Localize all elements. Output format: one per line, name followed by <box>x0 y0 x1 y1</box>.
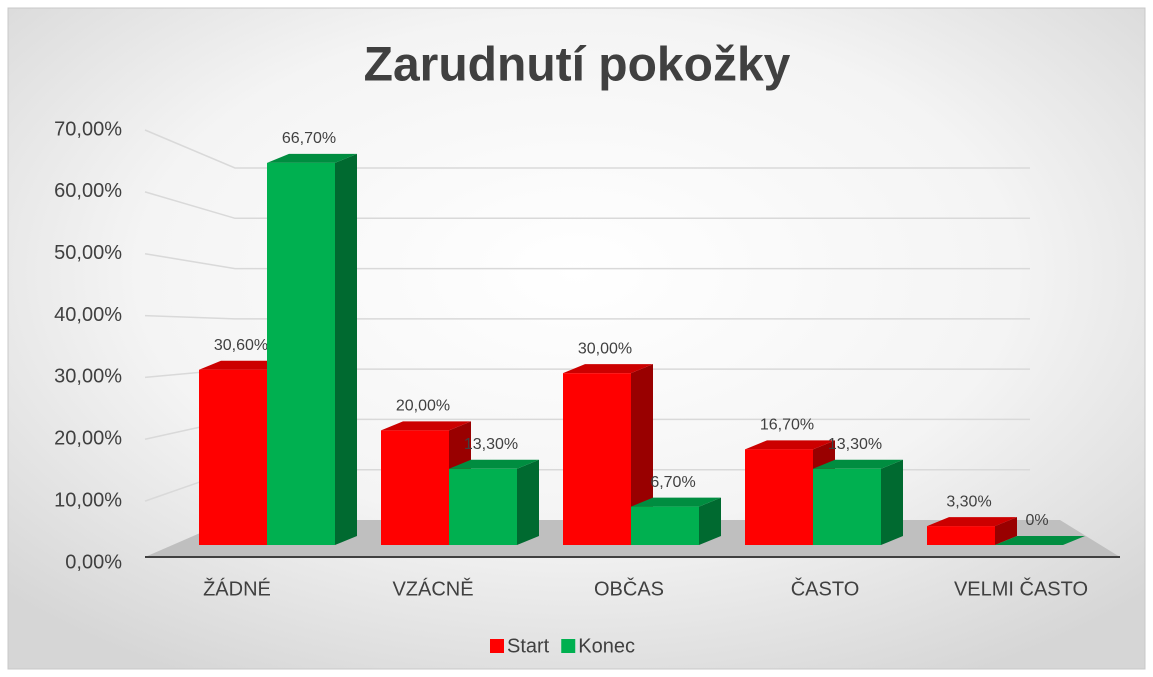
bar <box>199 369 267 545</box>
bar-side <box>699 497 721 545</box>
bar-top <box>813 459 903 469</box>
x-tick-label: VZÁCNĚ <box>392 577 473 600</box>
bar <box>449 468 517 545</box>
y-tick-label: 10,00% <box>54 489 122 511</box>
bar-top <box>927 517 1017 527</box>
bar <box>631 506 699 545</box>
grid-line <box>144 129 1030 169</box>
bar <box>563 373 631 545</box>
y-tick-label: 40,00% <box>54 304 122 326</box>
legend-swatch <box>561 639 576 653</box>
data-label: 16,70% <box>760 417 814 434</box>
y-tick-label: 20,00% <box>54 428 122 450</box>
x-tick-label: ŽÁDNÉ <box>203 577 271 600</box>
bar-top <box>199 360 289 370</box>
bar-top <box>381 421 471 431</box>
bar <box>927 526 995 545</box>
data-label: 13,30% <box>464 436 518 453</box>
grid-line <box>144 314 1030 320</box>
data-label: 66,70% <box>282 130 336 147</box>
bar-top <box>745 440 835 450</box>
bar-side <box>335 153 357 545</box>
data-label: 0% <box>1025 512 1048 529</box>
bar-top <box>631 497 721 507</box>
bar <box>381 430 449 545</box>
legend-swatch <box>490 639 504 653</box>
bar-side <box>881 459 903 545</box>
x-tick-label: ČASTO <box>791 577 860 600</box>
grid-line <box>144 191 1030 220</box>
legend-label: Konec <box>578 635 635 657</box>
chart-title: Zarudnutí pokožky <box>364 39 791 92</box>
data-label: 3,30% <box>946 493 991 510</box>
data-label: 6,70% <box>650 474 695 491</box>
bar <box>745 449 813 545</box>
bar-top <box>267 153 357 163</box>
data-label: 30,60% <box>214 337 268 354</box>
y-tick-label: 30,00% <box>54 366 122 388</box>
x-tick-label: OBČAS <box>594 577 664 600</box>
y-tick-label: 70,00% <box>54 118 122 140</box>
bar-top <box>449 459 539 469</box>
legend-label: Start <box>507 635 550 657</box>
bar-top <box>995 536 1085 545</box>
data-label: 30,00% <box>578 340 632 357</box>
bar-side <box>517 459 539 545</box>
y-tick-label: 0,00% <box>65 551 122 573</box>
y-tick-label: 50,00% <box>54 242 122 264</box>
bar-side <box>995 517 1017 545</box>
data-label: 13,30% <box>828 436 882 453</box>
grid-line <box>144 252 1030 270</box>
bar-top <box>563 364 653 374</box>
chart-background <box>7 7 1146 670</box>
bar <box>267 162 335 545</box>
data-label: 20,00% <box>396 398 450 415</box>
bar <box>813 468 881 545</box>
x-tick-label: VELMI ČASTO <box>954 577 1088 600</box>
y-tick-label: 60,00% <box>54 180 122 202</box>
bar-side <box>631 364 653 545</box>
